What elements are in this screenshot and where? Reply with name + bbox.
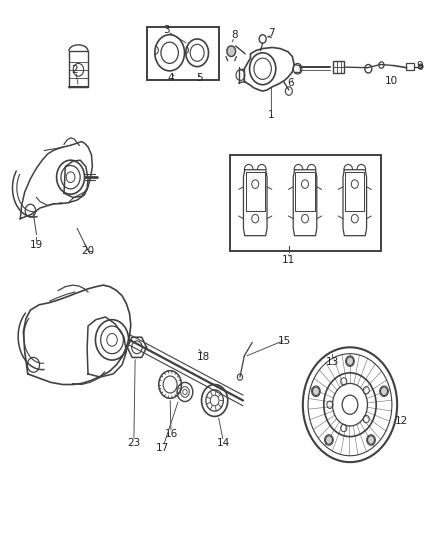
Bar xyxy=(147,27,219,80)
Text: 3: 3 xyxy=(163,25,170,35)
Text: 17: 17 xyxy=(155,443,169,453)
Text: 13: 13 xyxy=(326,357,339,367)
Text: 19: 19 xyxy=(30,240,43,250)
Text: 15: 15 xyxy=(278,336,291,346)
Circle shape xyxy=(419,64,423,69)
Circle shape xyxy=(367,436,374,444)
Text: 10: 10 xyxy=(385,77,398,86)
Text: 6: 6 xyxy=(288,78,294,88)
Text: 5: 5 xyxy=(196,73,203,83)
Circle shape xyxy=(312,387,319,395)
Text: 9: 9 xyxy=(417,61,423,70)
Circle shape xyxy=(346,357,353,366)
Text: 12: 12 xyxy=(395,416,408,426)
Text: 14: 14 xyxy=(217,438,230,448)
Text: 20: 20 xyxy=(81,246,95,255)
Text: 18: 18 xyxy=(197,352,210,362)
Text: 8: 8 xyxy=(231,30,237,41)
Text: 11: 11 xyxy=(282,255,296,265)
Text: 23: 23 xyxy=(127,438,141,448)
Bar xyxy=(333,61,344,73)
Bar xyxy=(230,155,381,251)
Text: 2: 2 xyxy=(71,65,78,75)
Text: 16: 16 xyxy=(164,429,177,439)
Text: 4: 4 xyxy=(168,73,174,83)
Circle shape xyxy=(227,46,236,56)
Text: 7: 7 xyxy=(268,28,275,38)
Circle shape xyxy=(325,436,332,444)
Circle shape xyxy=(381,387,388,395)
Bar xyxy=(406,63,414,70)
Text: 1: 1 xyxy=(268,110,275,120)
